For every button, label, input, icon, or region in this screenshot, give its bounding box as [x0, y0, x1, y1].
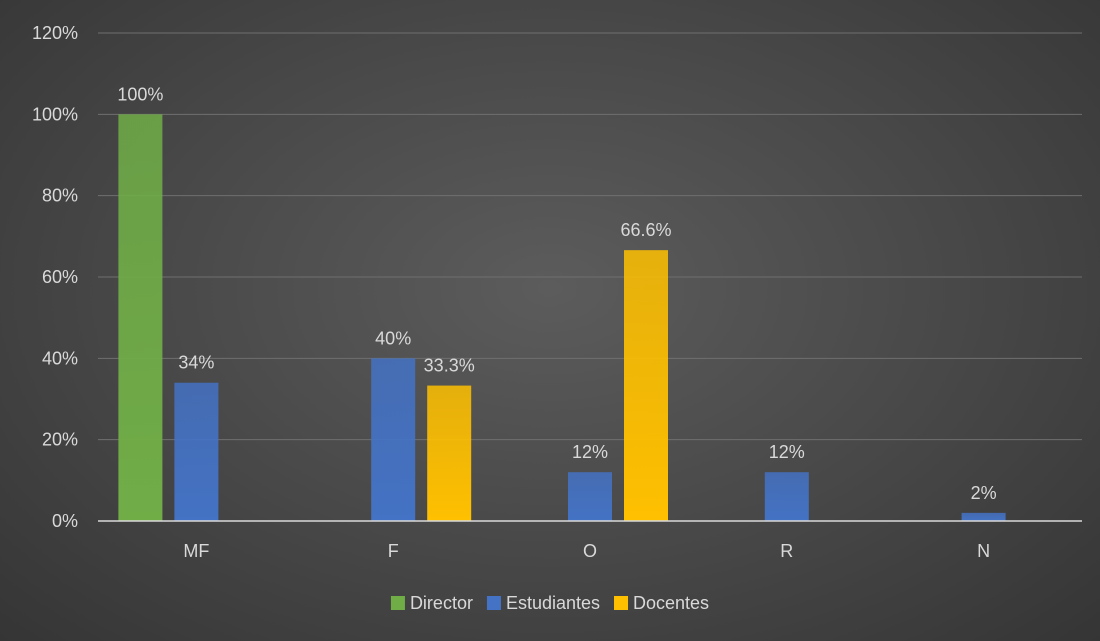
legend-swatch-director [390, 596, 405, 610]
bar-director-mf [118, 114, 163, 521]
y-axis-tick-labels: 0% 20% 40% 60% 80% 100% 120% [32, 23, 78, 531]
data-label-docentes-f: 33.3% [424, 356, 475, 376]
bar-estudiantes-mf [174, 382, 219, 521]
legend-label-director: Director [410, 593, 473, 613]
y-tick-0-: 0% [52, 511, 78, 531]
data-label-estudiantes-f: 40% [375, 328, 411, 348]
gridlines [98, 32, 1082, 441]
x-tick-o: O [583, 541, 597, 561]
bars [118, 114, 1006, 521]
x-axis-tick-labels: MF F O R N [183, 541, 990, 561]
data-label-estudiantes-r: 12% [769, 442, 805, 462]
bar-estudiantes-o [568, 472, 612, 521]
legend-item-director: Director [390, 593, 473, 613]
bar-estudiantes-f [371, 358, 416, 521]
y-tick-60-: 60% [42, 267, 78, 287]
legend-swatch-estudiantes [486, 596, 501, 610]
data-label-estudiantes-mf: 34% [178, 353, 214, 373]
x-tick-r: R [780, 541, 793, 561]
y-tick-80-: 80% [42, 186, 78, 206]
legend-swatch-docentes [614, 596, 629, 610]
data-label-estudiantes-o: 12% [572, 442, 608, 462]
bar-estudiantes-n [961, 512, 1006, 521]
x-tick-f: F [388, 541, 399, 561]
y-tick-100-: 100% [32, 104, 78, 124]
y-tick-20-: 20% [42, 430, 78, 450]
bar-docentes-o [624, 250, 668, 521]
legend-label-docentes: Docentes [633, 593, 709, 613]
y-tick-40-: 40% [42, 348, 78, 368]
data-labels: 100% 34% 40% 33.3% 12% 66.6% 12% 2% [117, 84, 996, 503]
bar-estudiantes-r [764, 472, 809, 521]
legend-item-docentes: Docentes [614, 593, 709, 613]
legend-label-estudiantes: Estudiantes [506, 593, 600, 613]
legend: Director Estudiantes Docentes [390, 593, 709, 613]
bar-docentes-f [427, 385, 472, 521]
x-tick-n: N [977, 541, 990, 561]
data-label-estudiantes-n: 2% [971, 483, 997, 503]
data-label-director-mf: 100% [117, 84, 163, 104]
data-label-docentes-o: 66.6% [620, 220, 671, 240]
x-tick-mf: MF [183, 541, 209, 561]
legend-item-estudiantes: Estudiantes [486, 593, 600, 613]
y-tick-120-: 120% [32, 23, 78, 43]
